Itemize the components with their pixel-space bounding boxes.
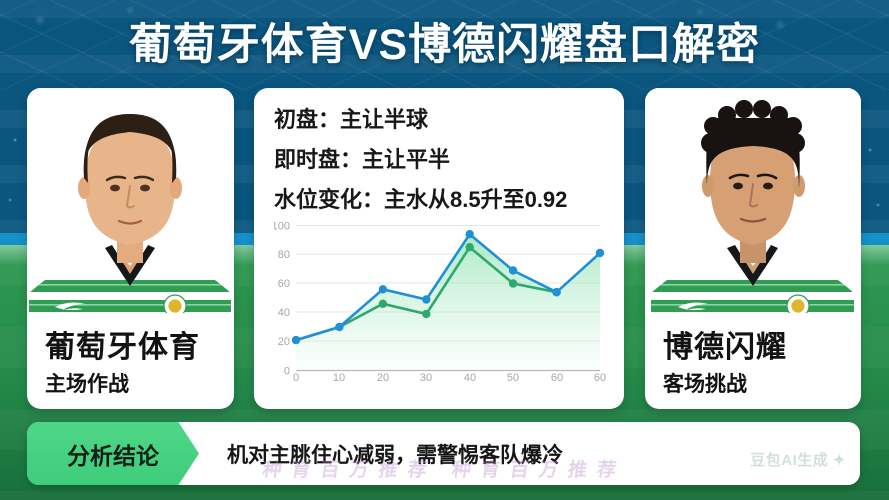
svg-text:50: 50 <box>507 372 519 381</box>
svg-text:10: 10 <box>333 372 345 381</box>
svg-text:0: 0 <box>293 372 299 381</box>
svg-text:80: 80 <box>278 249 290 261</box>
svg-text:60: 60 <box>278 278 290 290</box>
svg-text:20: 20 <box>278 336 290 348</box>
svg-text:40: 40 <box>278 307 290 319</box>
svg-text:60: 60 <box>551 372 563 381</box>
svg-text:60: 60 <box>594 372 606 381</box>
svg-text:20: 20 <box>377 372 389 381</box>
svg-text:40: 40 <box>464 372 476 381</box>
svg-text:100: 100 <box>274 221 290 233</box>
svg-text:0: 0 <box>284 366 290 378</box>
svg-text:30: 30 <box>420 372 432 381</box>
